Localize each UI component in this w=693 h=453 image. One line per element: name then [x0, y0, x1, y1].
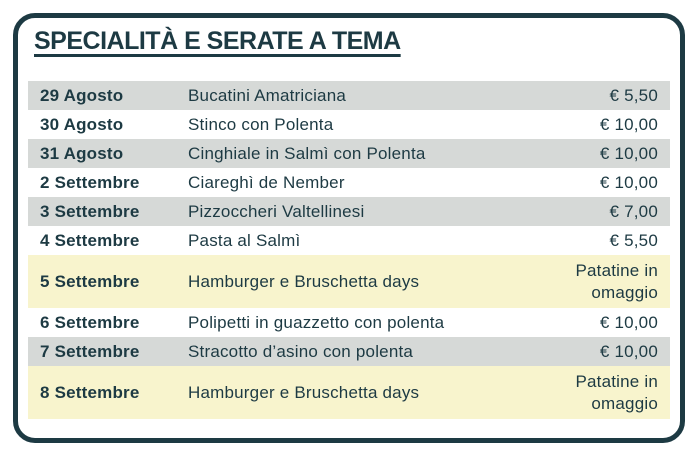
date-cell: 31 Agosto [40, 143, 124, 163]
dish-cell: Hamburger e Bruschetta days [188, 382, 420, 402]
date-cell: 4 Settembre [40, 230, 140, 250]
table-row: 2 Settembre Ciareghì de Nember € 10,00 [28, 168, 670, 197]
date-cell: 6 Settembre [40, 312, 140, 332]
page-title: SPECIALITÀ E SERATE A TEMA [34, 27, 401, 55]
dish-cell: Ciareghì de Nember [188, 172, 345, 192]
price-cell: € 10,00 [599, 341, 658, 361]
price-cell: € 7,00 [609, 201, 658, 221]
price-cell: € 10,00 [599, 143, 658, 163]
date-cell: 5 Settembre [40, 271, 140, 291]
table-row: 6 Settembre Polipetti in guazzetto con p… [28, 308, 670, 337]
date-cell: 8 Settembre [40, 382, 140, 402]
table-row: 4 Settembre Pasta al Salmì € 5,50 [28, 226, 670, 255]
table-row: 31 Agosto Cinghiale in Salmì con Polenta… [28, 139, 670, 168]
dish-cell: Bucatini Amatriciana [188, 85, 347, 105]
dish-cell: Stinco con Polenta [188, 114, 334, 134]
dish-cell: Cinghiale in Salmì con Polenta [188, 143, 426, 163]
date-cell: 3 Settembre [40, 201, 140, 221]
table-row: 29 Agosto Bucatini Amatriciana € 5,50 [28, 81, 670, 110]
menu-table: 29 Agosto Bucatini Amatriciana € 5,50 30… [28, 81, 670, 419]
dish-cell: Stracotto d’asino con polenta [188, 341, 414, 361]
dish-cell: Polipetti in guazzetto con polenta [188, 312, 445, 332]
price-cell: Patatine in omaggio [575, 372, 658, 413]
table-row: 30 Agosto Stinco con Polenta € 10,00 [28, 110, 670, 139]
date-cell: 2 Settembre [40, 172, 140, 192]
price-cell: € 10,00 [599, 312, 658, 332]
date-cell: 7 Settembre [40, 341, 140, 361]
table-row: 8 Settembre Hamburger e Bruschetta days … [28, 366, 670, 419]
dish-cell: Pasta al Salmì [188, 230, 301, 250]
table-row: 5 Settembre Hamburger e Bruschetta days … [28, 255, 670, 308]
table-row: 7 Settembre Stracotto d’asino con polent… [28, 337, 670, 366]
price-cell: € 5,50 [609, 230, 658, 250]
price-cell: € 10,00 [599, 114, 658, 134]
price-cell: € 10,00 [599, 172, 658, 192]
date-cell: 30 Agosto [40, 114, 124, 134]
price-cell: Patatine in omaggio [575, 261, 658, 302]
dish-cell: Hamburger e Bruschetta days [188, 271, 420, 291]
date-cell: 29 Agosto [40, 85, 124, 105]
price-cell: € 5,50 [609, 85, 658, 105]
menu-card: SPECIALITÀ E SERATE A TEMA 29 Agosto Buc… [13, 13, 685, 443]
dish-cell: Pizzoccheri Valtellinesi [188, 201, 365, 221]
table-row: 3 Settembre Pizzoccheri Valtellinesi € 7… [28, 197, 670, 226]
